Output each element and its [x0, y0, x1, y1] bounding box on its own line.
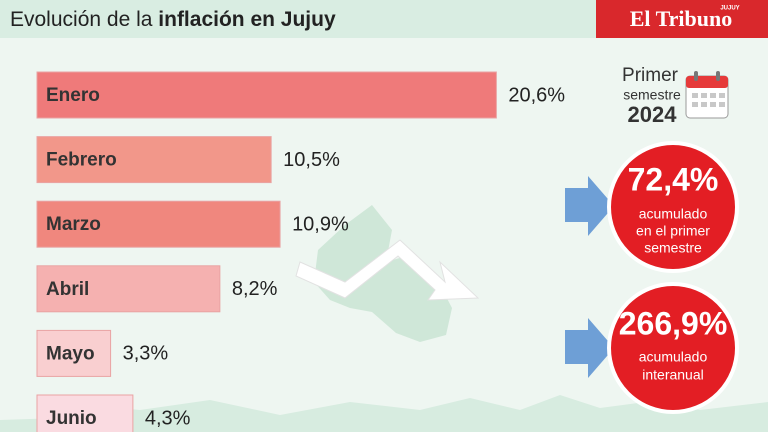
stat-caption: interanual [642, 367, 704, 383]
map-shape [314, 205, 452, 342]
title-text: Evolución de la [10, 8, 153, 31]
stat-figure: 72,4% [628, 161, 719, 197]
brand-name: El Tribuno [630, 6, 733, 31]
bar-category: Mayo [46, 343, 95, 364]
period-year: 2024 [628, 102, 678, 127]
bar [36, 394, 134, 432]
value-label: 10,9% [292, 213, 349, 235]
stat-caption: semestre [644, 240, 702, 256]
bar-category: Febrero [46, 150, 117, 171]
bar-category: Abril [46, 279, 89, 300]
chart-title: Evolución de la inflación en Jujuy [10, 8, 336, 31]
stat-caption: acumulado [639, 349, 708, 365]
bar [36, 71, 497, 119]
bar-category: Enero [46, 85, 100, 106]
stat-caption: en el primer [636, 223, 710, 239]
bar-category: Junio [46, 408, 97, 429]
skyline [0, 395, 768, 432]
value-label: 10,5% [283, 149, 340, 171]
pointer-arrow [565, 318, 614, 378]
value-label: 4,3% [145, 407, 191, 429]
stat-caption: acumulado [639, 206, 708, 222]
title-emphasis: inflación en Jujuy [158, 8, 336, 31]
value-label: 3,3% [123, 343, 169, 365]
bar [36, 200, 281, 248]
period-line: Primer [622, 65, 679, 86]
period-line: semestre [623, 87, 681, 103]
stat-figure: 266,9% [619, 305, 728, 341]
bar [36, 265, 221, 313]
stat-circle [607, 282, 739, 414]
bar-category: Marzo [46, 214, 101, 235]
brand-box [596, 0, 768, 38]
trend-arrow [295, 239, 480, 301]
stat-circle [607, 141, 739, 273]
bars: Enero 20,6% Febrero 10,5% Marzo 10,9% Abril 8,2… [36, 71, 565, 432]
value-label: 8,2% [232, 278, 278, 300]
brand-edition: JUJUY [720, 6, 739, 12]
calendar-icon [685, 71, 729, 119]
value-label: 20,6% [508, 84, 565, 106]
bar [36, 329, 112, 377]
pointer-arrow [565, 176, 614, 236]
bar [36, 136, 272, 184]
